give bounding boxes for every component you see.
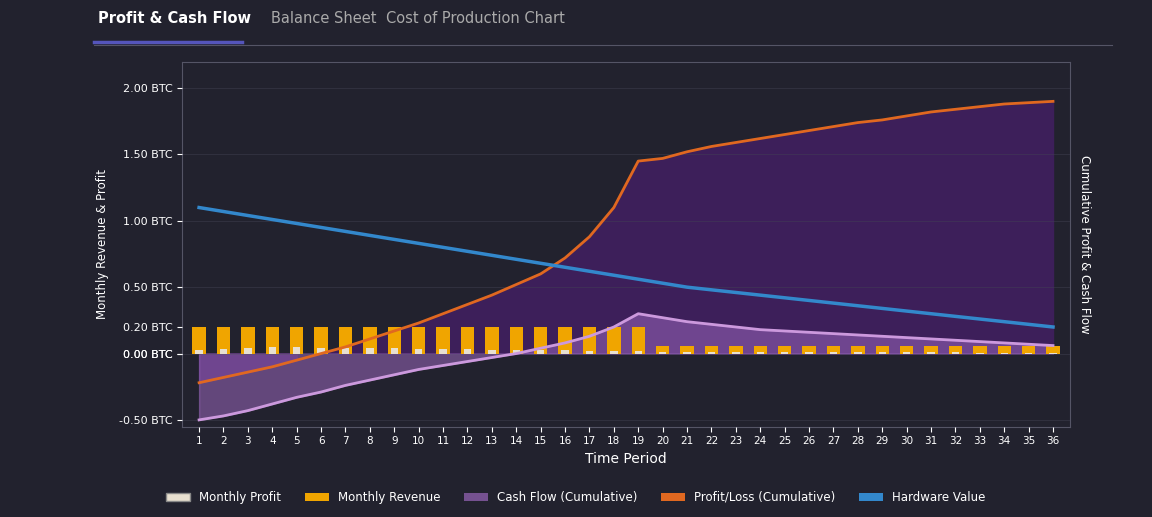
Bar	[924, 345, 938, 354]
Bar	[192, 327, 206, 354]
Bar	[268, 347, 276, 354]
Bar	[217, 327, 230, 354]
Text: Cost of Production Chart: Cost of Production Chart	[386, 11, 564, 26]
Bar	[513, 350, 520, 354]
Text: Profit & Cash Flow: Profit & Cash Flow	[98, 11, 251, 26]
Bar	[196, 349, 203, 354]
Bar	[753, 345, 767, 354]
Bar	[314, 327, 328, 354]
Bar	[439, 349, 447, 354]
Bar	[802, 345, 816, 354]
Bar	[1046, 345, 1060, 354]
Bar	[949, 345, 962, 354]
Bar	[537, 350, 545, 354]
Bar	[973, 345, 986, 354]
Bar	[509, 327, 523, 354]
Bar	[827, 345, 840, 354]
Bar	[1049, 353, 1056, 354]
Bar	[927, 353, 934, 354]
Bar	[559, 327, 571, 354]
Y-axis label: Monthly Revenue & Profit: Monthly Revenue & Profit	[96, 169, 108, 319]
Bar	[1001, 353, 1008, 354]
Bar	[607, 327, 621, 354]
Bar	[805, 353, 812, 354]
Bar	[998, 345, 1011, 354]
Bar	[412, 327, 425, 354]
Bar	[829, 353, 838, 354]
Y-axis label: Cumulative Profit & Cash Flow: Cumulative Profit & Cash Flow	[1078, 155, 1091, 333]
Bar	[611, 351, 617, 354]
X-axis label: Time Period: Time Period	[585, 452, 667, 466]
Bar	[415, 349, 423, 354]
Bar	[437, 327, 449, 354]
Bar	[733, 352, 740, 354]
Bar	[363, 327, 377, 354]
Bar	[631, 327, 645, 354]
Bar	[342, 348, 349, 354]
Bar	[681, 345, 694, 354]
Bar	[366, 348, 373, 354]
Bar	[976, 353, 984, 354]
Bar	[244, 348, 251, 354]
Bar	[488, 349, 495, 354]
Bar	[464, 349, 471, 354]
Bar	[1025, 353, 1032, 354]
Bar	[585, 351, 593, 354]
Bar	[485, 327, 499, 354]
Bar	[900, 345, 914, 354]
Bar	[851, 345, 864, 354]
Bar	[854, 353, 862, 354]
Bar	[683, 352, 691, 354]
Bar	[266, 327, 279, 354]
Legend: Monthly Profit, Monthly Revenue, Cash Flow (Cumulative), Profit/Loss (Cumulative: Monthly Profit, Monthly Revenue, Cash Fl…	[161, 486, 991, 509]
Bar	[705, 345, 718, 354]
Bar	[778, 345, 791, 354]
Bar	[387, 327, 401, 354]
Bar	[583, 327, 596, 354]
Bar	[729, 345, 743, 354]
Bar	[757, 352, 764, 354]
Bar	[903, 353, 910, 354]
Bar	[781, 352, 788, 354]
Bar	[241, 327, 255, 354]
Bar	[659, 352, 666, 354]
Bar	[339, 327, 353, 354]
Bar	[635, 351, 642, 354]
Bar	[533, 327, 547, 354]
Bar	[318, 347, 325, 354]
Bar	[707, 352, 715, 354]
Bar	[290, 327, 303, 354]
Bar	[952, 353, 960, 354]
Text: Balance Sheet: Balance Sheet	[271, 11, 377, 26]
Bar	[655, 345, 669, 354]
Bar	[561, 351, 569, 354]
Bar	[461, 327, 475, 354]
Bar	[1022, 345, 1036, 354]
Bar	[220, 349, 227, 354]
Bar	[879, 353, 886, 354]
Bar	[876, 345, 889, 354]
Bar	[391, 348, 397, 354]
Bar	[293, 347, 301, 354]
